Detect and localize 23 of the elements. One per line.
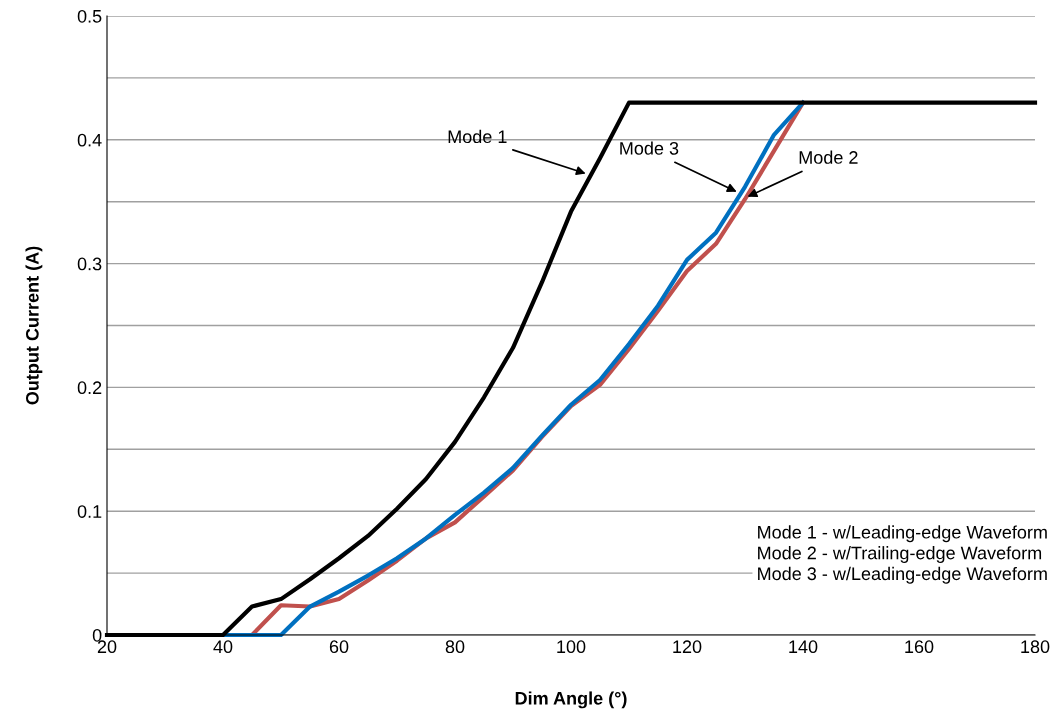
x-tick-label: 20 (97, 640, 117, 654)
x-tick-label: 180 (1021, 640, 1050, 654)
x-axis-title: Dim Angle (°) (515, 691, 627, 709)
annotation: Mode 3 - w/Leading-edge Waveform (758, 566, 1047, 584)
x-tick-label: 120 (673, 640, 702, 654)
y-tick-label: 0.2 (77, 381, 102, 395)
y-tick-label: 0.4 (77, 133, 102, 147)
x-tick-label: 80 (445, 640, 465, 654)
x-tick-label: 40 (213, 640, 233, 654)
annotation: Mode 3 (620, 141, 679, 155)
annotation: Mode 1 (448, 129, 507, 144)
x-tick-label: 140 (789, 640, 818, 654)
annotation: Mode 1 - w/Leading-edge Waveform (758, 525, 1047, 543)
y-tick-label: 0.3 (77, 257, 102, 271)
y-tick-label: 0 (92, 628, 102, 642)
x-tick-label: 100 (557, 640, 586, 654)
x-tick-label: 160 (905, 640, 934, 654)
y-tick-label: 0.1 (77, 505, 102, 518)
x-tick-label: 60 (329, 640, 349, 654)
y-tick-label: 0.5 (77, 9, 102, 23)
annotation: Mode 2 (799, 150, 858, 164)
y-axis-title: Output Current (A) (25, 246, 43, 405)
annotation: Mode 2 - w/Trailing-edge Waveform (758, 546, 1042, 563)
